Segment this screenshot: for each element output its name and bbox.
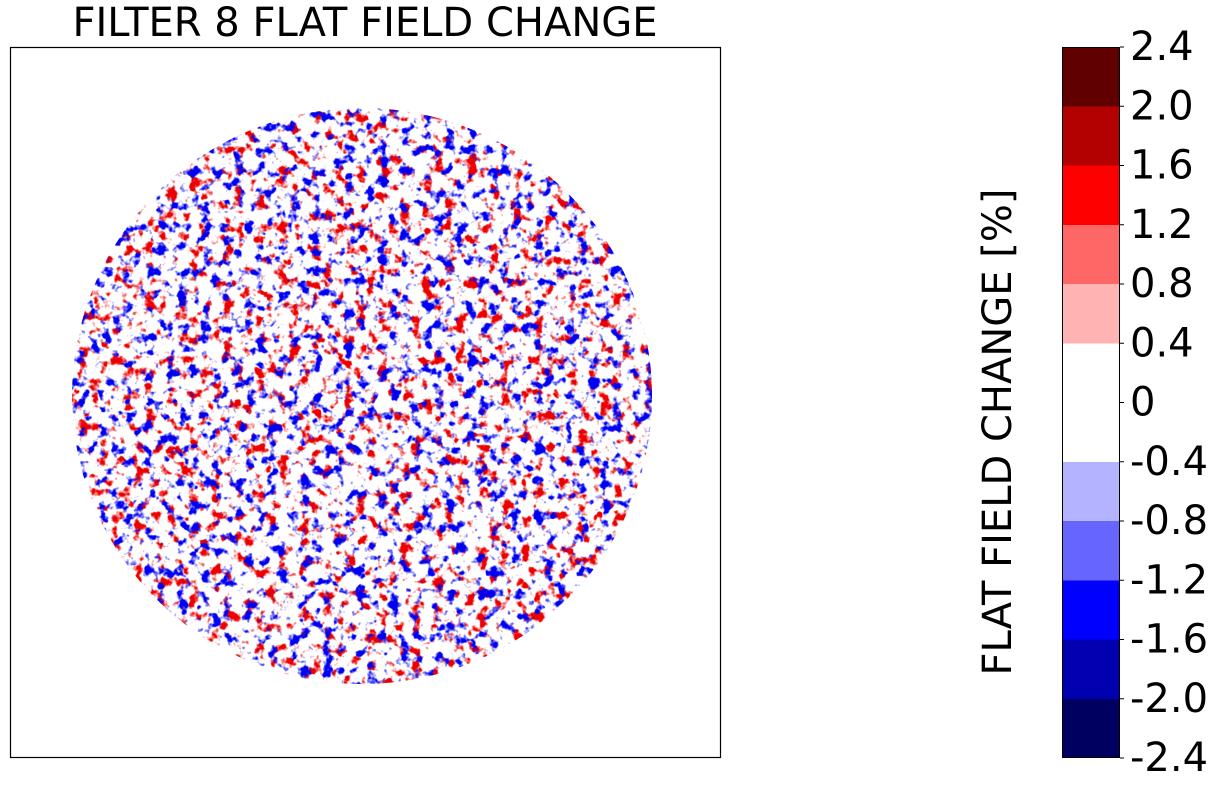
colorbar-tick-label: 1.6 xyxy=(1130,143,1194,189)
colorbar-tick-label: 2.0 xyxy=(1130,83,1194,129)
flat-field-image xyxy=(72,108,652,684)
colorbar-tick-label: 0.8 xyxy=(1130,261,1194,307)
colorbar-tick-label: -1.2 xyxy=(1130,557,1208,603)
colorbar-segment xyxy=(1062,224,1120,284)
colorbar-segment xyxy=(1062,639,1120,699)
colorbar-segment xyxy=(1062,165,1120,225)
colorbar-tick-label: -0.4 xyxy=(1130,439,1208,485)
colorbar-segment xyxy=(1062,343,1120,403)
colorbar-segment xyxy=(1062,521,1120,581)
colorbar-label: FLAT FIELD CHANGE [%] xyxy=(975,189,1021,676)
colorbar-tick-label: -2.0 xyxy=(1130,676,1208,722)
colorbar-tick-label: -1.6 xyxy=(1130,617,1208,663)
colorbar-segment xyxy=(1062,698,1120,758)
colorbar-segment xyxy=(1062,461,1120,521)
colorbar-tick-label: -0.8 xyxy=(1130,498,1208,544)
colorbar-tick-label: 0.4 xyxy=(1130,320,1194,366)
image-blue-noise xyxy=(72,108,652,684)
colorbar-tick-label: 2.4 xyxy=(1130,24,1194,70)
colorbar-segment xyxy=(1062,580,1120,640)
colorbar-frame xyxy=(1062,47,1120,758)
colorbar-segment xyxy=(1062,106,1120,166)
colorbar-segment xyxy=(1062,284,1120,344)
colorbar-tick-label: 0 xyxy=(1130,380,1155,426)
colorbar-tick-label: -2.4 xyxy=(1130,735,1208,781)
colorbar-segment xyxy=(1062,47,1120,107)
colorbar-segment xyxy=(1062,402,1120,462)
colorbar-tick-label: 1.2 xyxy=(1130,202,1194,248)
chart-title: FILTER 8 FLAT FIELD CHANGE xyxy=(72,0,657,46)
